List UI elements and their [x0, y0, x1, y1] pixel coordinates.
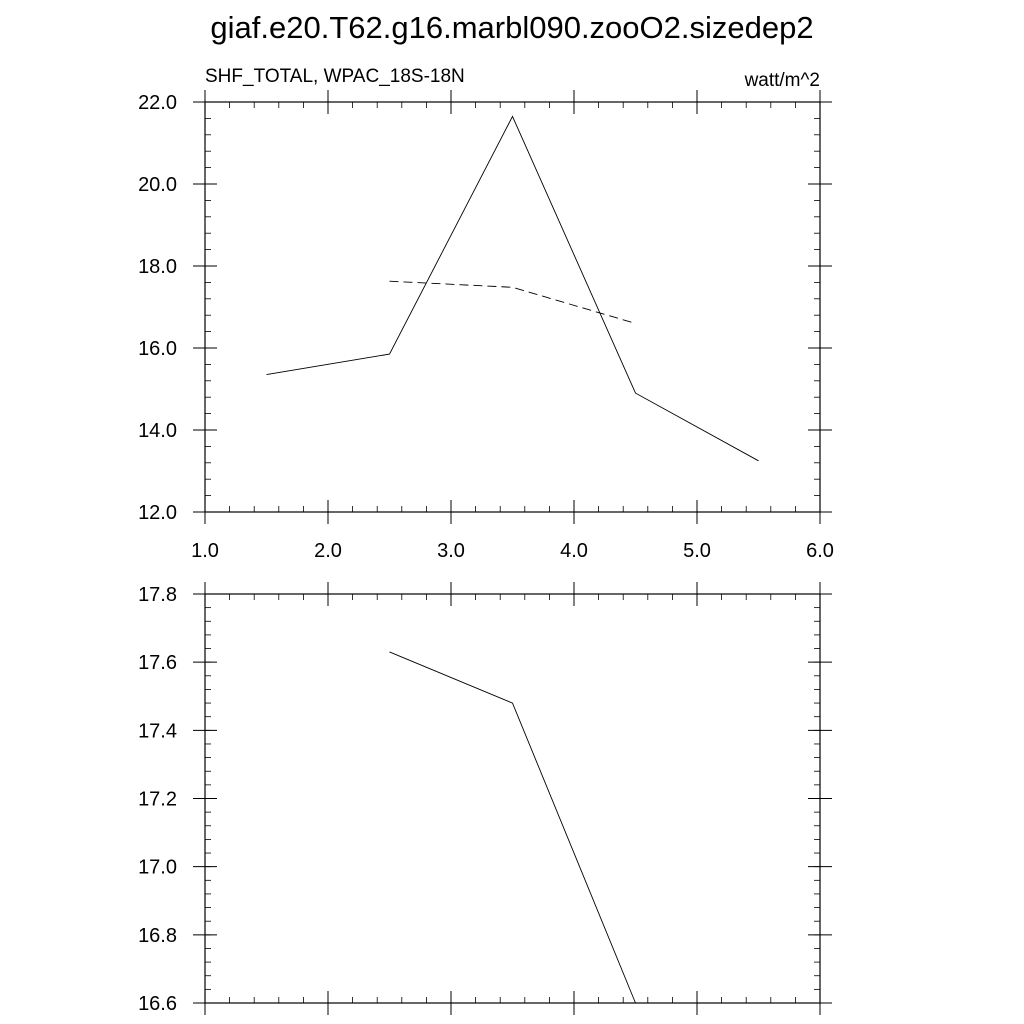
plot-panel-2: 16.6 16.8 17.0 17.2 17.4 17.6 17.8 [138, 582, 832, 1015]
figure-title: giaf.e20.T62.g16.marbl090.zooO2.sizedep2 [210, 10, 813, 45]
y-tick-label: 17.4 [138, 720, 177, 742]
y-tick-label: 14.0 [138, 420, 177, 442]
series-line-2 [389, 280, 636, 324]
x-tick-label: 2.0 [314, 540, 342, 562]
plot-panel-1: 1.0 2.0 3.0 4.0 5.0 6.0 12.0 14.0 16.0 18.0 20.0 22… [138, 90, 834, 562]
y-tick-label: 17.0 [138, 857, 177, 879]
y-tick-label: 17.6 [138, 652, 177, 674]
series-line-1 [389, 651, 636, 1004]
y-tick-label: 20.0 [138, 174, 177, 196]
y-tick-label: 16.8 [138, 925, 177, 947]
x-tick-label: 1.0 [191, 540, 219, 562]
plots: 1.0 2.0 3.0 4.0 5.0 6.0 12.0 14.0 16.0 18.0 20.0 22… [138, 90, 834, 1015]
y-tick-label: 22.0 [138, 92, 177, 114]
y-tick-label: 12.0 [138, 502, 177, 524]
y-tick-label: 17.8 [138, 584, 177, 606]
plot-frame [204, 101, 821, 513]
x-tick-label: 5.0 [683, 540, 711, 562]
x-tick-label: 3.0 [437, 540, 465, 562]
y-tick-label: 17.2 [138, 789, 177, 811]
x-tick-label: 4.0 [560, 540, 588, 562]
x-tick-label: 6.0 [806, 540, 834, 562]
right-string: watt/m^2 [744, 70, 820, 91]
plot-frame [204, 593, 821, 1004]
left-string: SHF_TOTAL, WPAC_18S-18N [205, 66, 465, 87]
y-tick-label: 16.0 [138, 338, 177, 360]
series-line-1 [266, 115, 759, 462]
y-tick-label: 16.6 [138, 993, 177, 1015]
y-tick-label: 18.0 [138, 256, 177, 278]
